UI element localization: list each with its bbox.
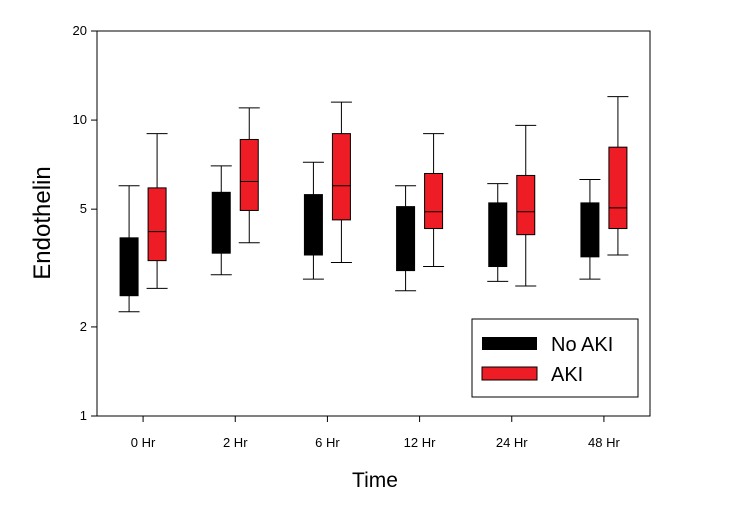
box-aki xyxy=(423,133,445,268)
y-axis-title: Endothelin xyxy=(29,166,56,279)
x-tick-label: 12 Hr xyxy=(404,435,436,450)
x-tick-label: 0 Hr xyxy=(131,435,156,450)
x-tick-label: 48 Hr xyxy=(588,435,620,450)
box-iqr xyxy=(147,187,167,262)
boxes xyxy=(118,96,629,313)
box-iqr xyxy=(396,206,416,272)
y-tick-label: 5 xyxy=(80,201,87,216)
y-tick-label: 10 xyxy=(73,112,87,127)
legend-swatch-no-aki xyxy=(482,337,537,350)
box-iqr xyxy=(608,146,628,230)
legend-label-aki: AKI xyxy=(551,364,583,386)
legend-frame xyxy=(471,318,639,398)
plot-frame xyxy=(96,30,651,417)
x-axis: 0 Hr 2 Hr 6 Hr 12 Hr 24 Hr 48 Hr xyxy=(131,416,620,450)
legend: No AKI AKI xyxy=(471,318,639,398)
x-axis-title: Time xyxy=(352,469,398,492)
y-tick-label: 20 xyxy=(73,23,87,38)
legend-swatch-aki xyxy=(481,366,538,381)
box-aki xyxy=(238,107,260,244)
box-no-aki xyxy=(118,185,140,313)
box-no-aki xyxy=(579,178,601,280)
box-no-aki xyxy=(210,165,232,276)
box-aki xyxy=(146,133,168,289)
box-iqr xyxy=(211,191,231,254)
x-tick-label: 6 Hr xyxy=(315,435,340,450)
y-tick-label: 1 xyxy=(80,408,87,423)
box-iqr xyxy=(303,194,323,256)
box-aki xyxy=(515,124,537,287)
box-no-aki xyxy=(487,183,509,282)
box-iqr xyxy=(580,202,600,258)
legend-label-no-aki: No AKI xyxy=(551,334,613,356)
box-no-aki xyxy=(395,185,417,292)
x-tick-label: 24 Hr xyxy=(496,435,528,450)
box-no-aki xyxy=(302,161,324,280)
box-iqr xyxy=(516,174,536,236)
box-iqr xyxy=(331,133,351,221)
box-aki xyxy=(330,101,352,264)
y-axis: 1 2 5 10 20 xyxy=(73,23,97,423)
box-aki xyxy=(607,96,629,256)
box-iqr xyxy=(239,138,259,211)
y-tick-label: 2 xyxy=(80,319,87,334)
box-iqr xyxy=(119,237,139,297)
box-iqr xyxy=(424,172,444,230)
x-tick-label: 2 Hr xyxy=(223,435,248,450)
